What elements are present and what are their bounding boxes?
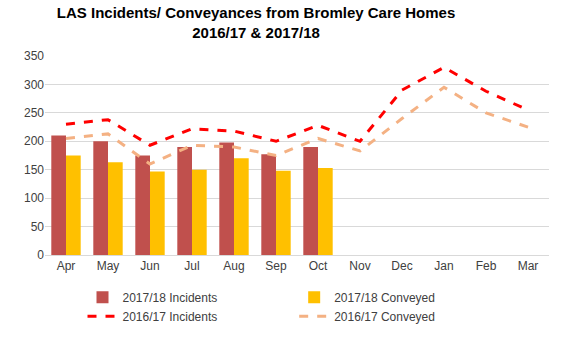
svg-text:Aug: Aug xyxy=(223,259,244,273)
svg-text:300: 300 xyxy=(24,78,44,92)
svg-text:Dec: Dec xyxy=(391,259,412,273)
svg-text:Jan: Jan xyxy=(434,259,453,273)
svg-text:200: 200 xyxy=(24,134,44,148)
svg-text:150: 150 xyxy=(24,163,44,177)
svg-text:2016/17 Conveyed: 2016/17 Conveyed xyxy=(334,310,435,324)
svg-text:LAS Incidents/ Conveyances fro: LAS Incidents/ Conveyances from Bromley … xyxy=(57,4,455,41)
svg-text:350: 350 xyxy=(24,49,44,63)
svg-text:Jul: Jul xyxy=(184,259,199,273)
svg-text:Feb: Feb xyxy=(476,259,497,273)
svg-text:2017/18 Conveyed: 2017/18 Conveyed xyxy=(334,291,435,305)
svg-text:Mar: Mar xyxy=(518,259,539,273)
svg-text:Apr: Apr xyxy=(57,259,76,273)
svg-text:Oct: Oct xyxy=(309,259,328,273)
svg-text:Jun: Jun xyxy=(140,259,159,273)
svg-text:2016/17 Incidents: 2016/17 Incidents xyxy=(123,310,218,324)
svg-text:Sep: Sep xyxy=(265,259,287,273)
svg-text:0: 0 xyxy=(37,248,44,262)
svg-text:Nov: Nov xyxy=(349,259,370,273)
svg-text:2017/18 Incidents: 2017/18 Incidents xyxy=(123,291,218,305)
svg-text:100: 100 xyxy=(24,191,44,205)
svg-text:250: 250 xyxy=(24,106,44,120)
svg-text:May: May xyxy=(97,259,120,273)
svg-text:50: 50 xyxy=(31,220,45,234)
